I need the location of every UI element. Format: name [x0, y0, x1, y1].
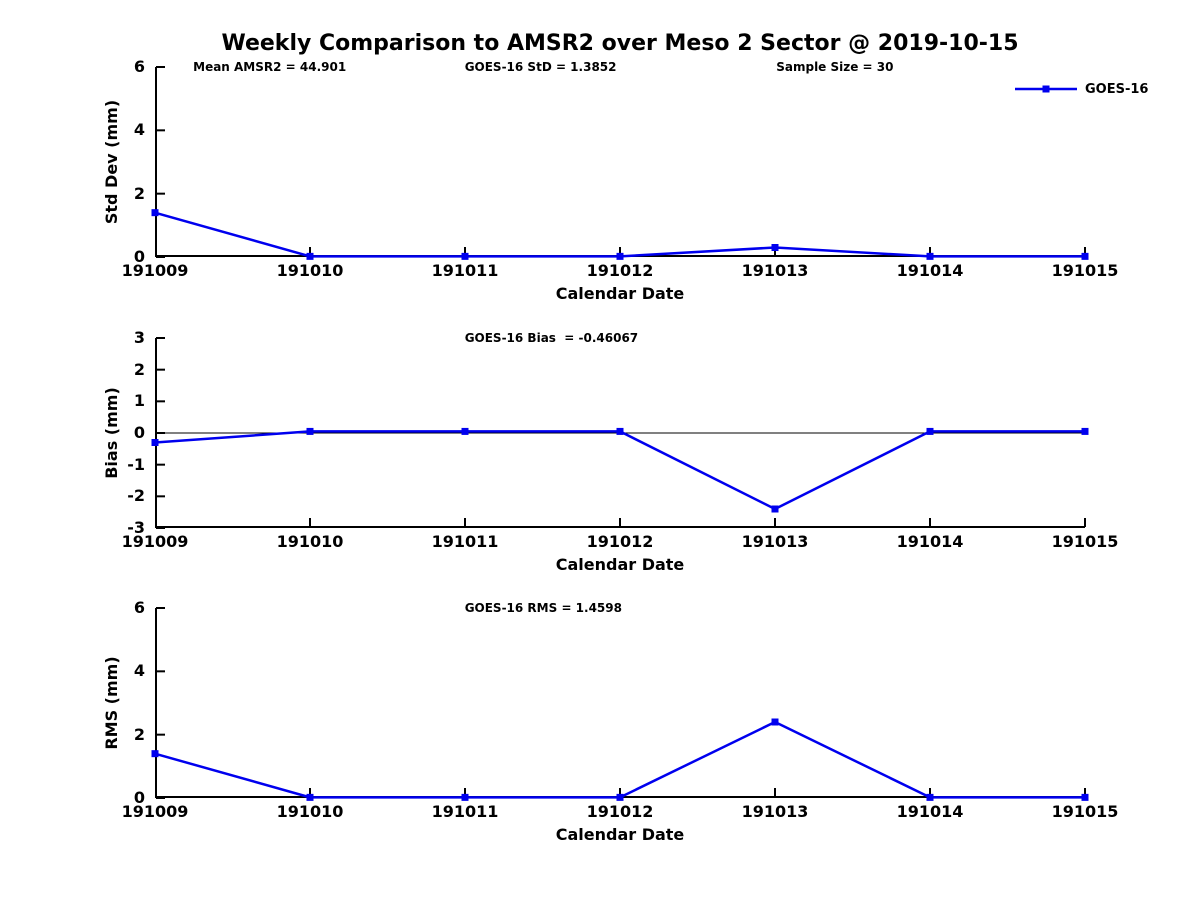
x-tick-label: 191012: [586, 802, 654, 821]
data-point-marker: [1081, 793, 1089, 801]
x-tick-label: 191013: [741, 532, 809, 551]
data-point-marker: [306, 793, 314, 801]
data-point-marker: [926, 252, 934, 260]
legend-line-icon: [1015, 85, 1077, 93]
data-point-marker: [461, 252, 469, 260]
data-point-marker: [151, 750, 159, 758]
y-tick-label: 2: [133, 359, 145, 379]
annotation: GOES-16 RMS = 1.4598: [464, 601, 622, 615]
legend-marker-icon: [1042, 85, 1050, 93]
std-dev-plot-area: [151, 66, 1089, 260]
x-axis-label: Calendar Date: [555, 555, 685, 574]
y-tick-label: 6: [133, 57, 145, 76]
y-tick-label: -1: [127, 454, 145, 474]
y-axis-label: RMS (mm): [102, 656, 121, 750]
annotation: Mean AMSR2 = 44.901: [193, 60, 347, 74]
x-tick-label: 191014: [896, 802, 964, 821]
series-line: [154, 720, 1085, 799]
y-tick-label: 2: [133, 183, 145, 203]
data-point-marker: [1081, 252, 1089, 260]
annotation: GOES-16 StD = 1.3852: [464, 60, 617, 74]
data-point-marker: [771, 244, 779, 251]
x-axis-label: Calendar Date: [555, 825, 685, 844]
x-tick-label: 191010: [276, 802, 344, 821]
x-tick-label: 191010: [276, 261, 344, 280]
y-tick-label: 0: [133, 788, 145, 807]
x-tick-label: 191015: [1051, 261, 1119, 280]
y-tick-label: 6: [133, 598, 145, 617]
data-point-marker: [151, 209, 159, 217]
annotation: Sample Size = 30: [776, 60, 894, 74]
data-point-marker: [616, 252, 624, 260]
series-line: [154, 430, 1085, 511]
x-axis-label: Calendar Date: [555, 284, 685, 303]
x-tick-label: 191013: [741, 261, 809, 280]
annotation: GOES-16 Bias = -0.46067: [464, 331, 639, 345]
data-point-marker: [461, 793, 469, 801]
x-tick-label: 191015: [1051, 802, 1119, 821]
x-tick-label: 191009: [121, 802, 189, 821]
x-tick-label: 191009: [121, 261, 189, 280]
subplot-rms: 0 2 4 6 191009 191010 191011 191012 191013 191014…: [102, 598, 1118, 844]
x-tick-label: 191012: [586, 532, 654, 551]
x-tick-label: 191012: [586, 261, 654, 280]
data-point-marker: [461, 427, 469, 435]
y-tick-label: 1: [133, 391, 145, 411]
data-point-marker: [616, 427, 624, 435]
y-tick-label: 4: [133, 120, 145, 140]
y-axis-label: Bias (mm): [102, 387, 121, 479]
data-point-marker: [616, 793, 624, 801]
x-tick-label: 191009: [121, 532, 189, 551]
chart-title: Weekly Comparison to AMSR2 over Meso 2 S…: [221, 31, 1019, 56]
x-tick-label: 191015: [1051, 532, 1119, 551]
rms-plot-area: [151, 607, 1089, 801]
x-tick-label: 191010: [276, 532, 344, 551]
y-tick-label: 4: [133, 661, 145, 681]
y-tick-label: 2: [133, 724, 145, 744]
x-tick-label: 191014: [896, 261, 964, 280]
x-tick-label: 191014: [896, 532, 964, 551]
x-tick-label: 191011: [431, 802, 499, 821]
data-point-marker: [926, 427, 934, 435]
data-point-marker: [306, 252, 314, 260]
x-tick-label: 191011: [431, 532, 499, 551]
data-point-marker: [771, 505, 779, 513]
y-axis-label: Std Dev (mm): [102, 99, 121, 225]
subplot-std-dev: 0 2 4 6 191009 191010 191011 191012 191013 191014…: [102, 57, 1148, 303]
y-tick-label: 0: [133, 423, 145, 442]
data-point-marker: [151, 439, 159, 446]
data-point-marker: [926, 793, 934, 801]
y-tick-label: 0: [133, 247, 145, 266]
legend: GOES-16: [1015, 80, 1148, 98]
x-tick-label: 191011: [431, 261, 499, 280]
y-tick-label: 3: [133, 328, 145, 347]
legend-label: GOES-16: [1085, 81, 1149, 97]
bias-plot-area: [151, 337, 1089, 529]
data-point-marker: [1081, 427, 1089, 435]
data-point-marker: [771, 718, 779, 726]
subplot-bias: -3 -2 -1 0 1 2 3 191009 191010 191011 191012 191013…: [102, 328, 1118, 574]
data-point-marker: [306, 427, 314, 435]
y-tick-label: -2: [127, 486, 145, 506]
x-tick-label: 191013: [741, 802, 809, 821]
y-tick-label: -3: [127, 518, 145, 537]
